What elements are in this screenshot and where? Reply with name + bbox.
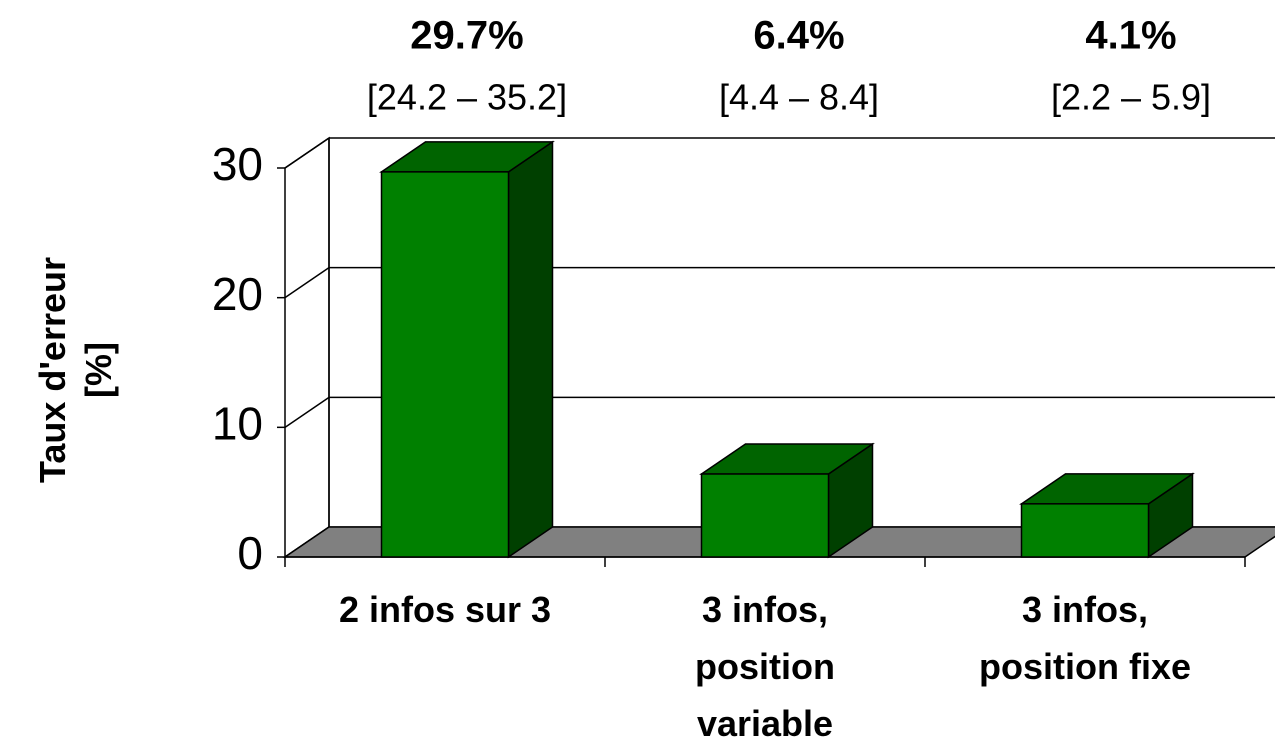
grid-line-side [284,137,330,169]
y-tick-label: 20 [212,268,263,320]
value-label: 6.4% [753,14,844,58]
text-line: 2 infos sur 3 [339,589,551,630]
interval-label: [24.2 – 35.2] [367,77,567,118]
text-line: Taux d'erreur [32,257,73,483]
x-tick-label: 3 infos, position fixe [979,589,1191,687]
grid-line-side [284,396,330,428]
interval-label: [2.2 – 5.9] [1051,77,1211,118]
value-label: 4.1% [1085,14,1176,58]
x-tick-label: 3 infos, position variable [695,589,835,744]
text-line: 3 infos, [1022,589,1148,630]
text-line: position fixe [979,646,1191,687]
y-tick-label: 10 [212,397,263,449]
bar [1020,503,1150,558]
text-line: position [695,646,835,687]
x-tick-label: 2 infos sur 3 [339,589,551,630]
text-line: variable [697,703,833,744]
side-wall [284,136,330,559]
grid-line-side [284,267,330,299]
text-line: [%] [78,342,119,398]
y-tick-label: 0 [237,527,263,579]
bar [380,171,510,558]
y-axis-title: Taux d'erreur [%] [32,257,119,483]
bar [700,473,830,558]
interval-label: [4.4 – 8.4] [719,77,879,118]
text-line: 3 infos, [702,589,828,630]
y-tick-label: 30 [212,138,263,190]
value-label: 29.7% [410,14,523,58]
bar-side [507,140,554,559]
back-wall [329,138,1275,527]
